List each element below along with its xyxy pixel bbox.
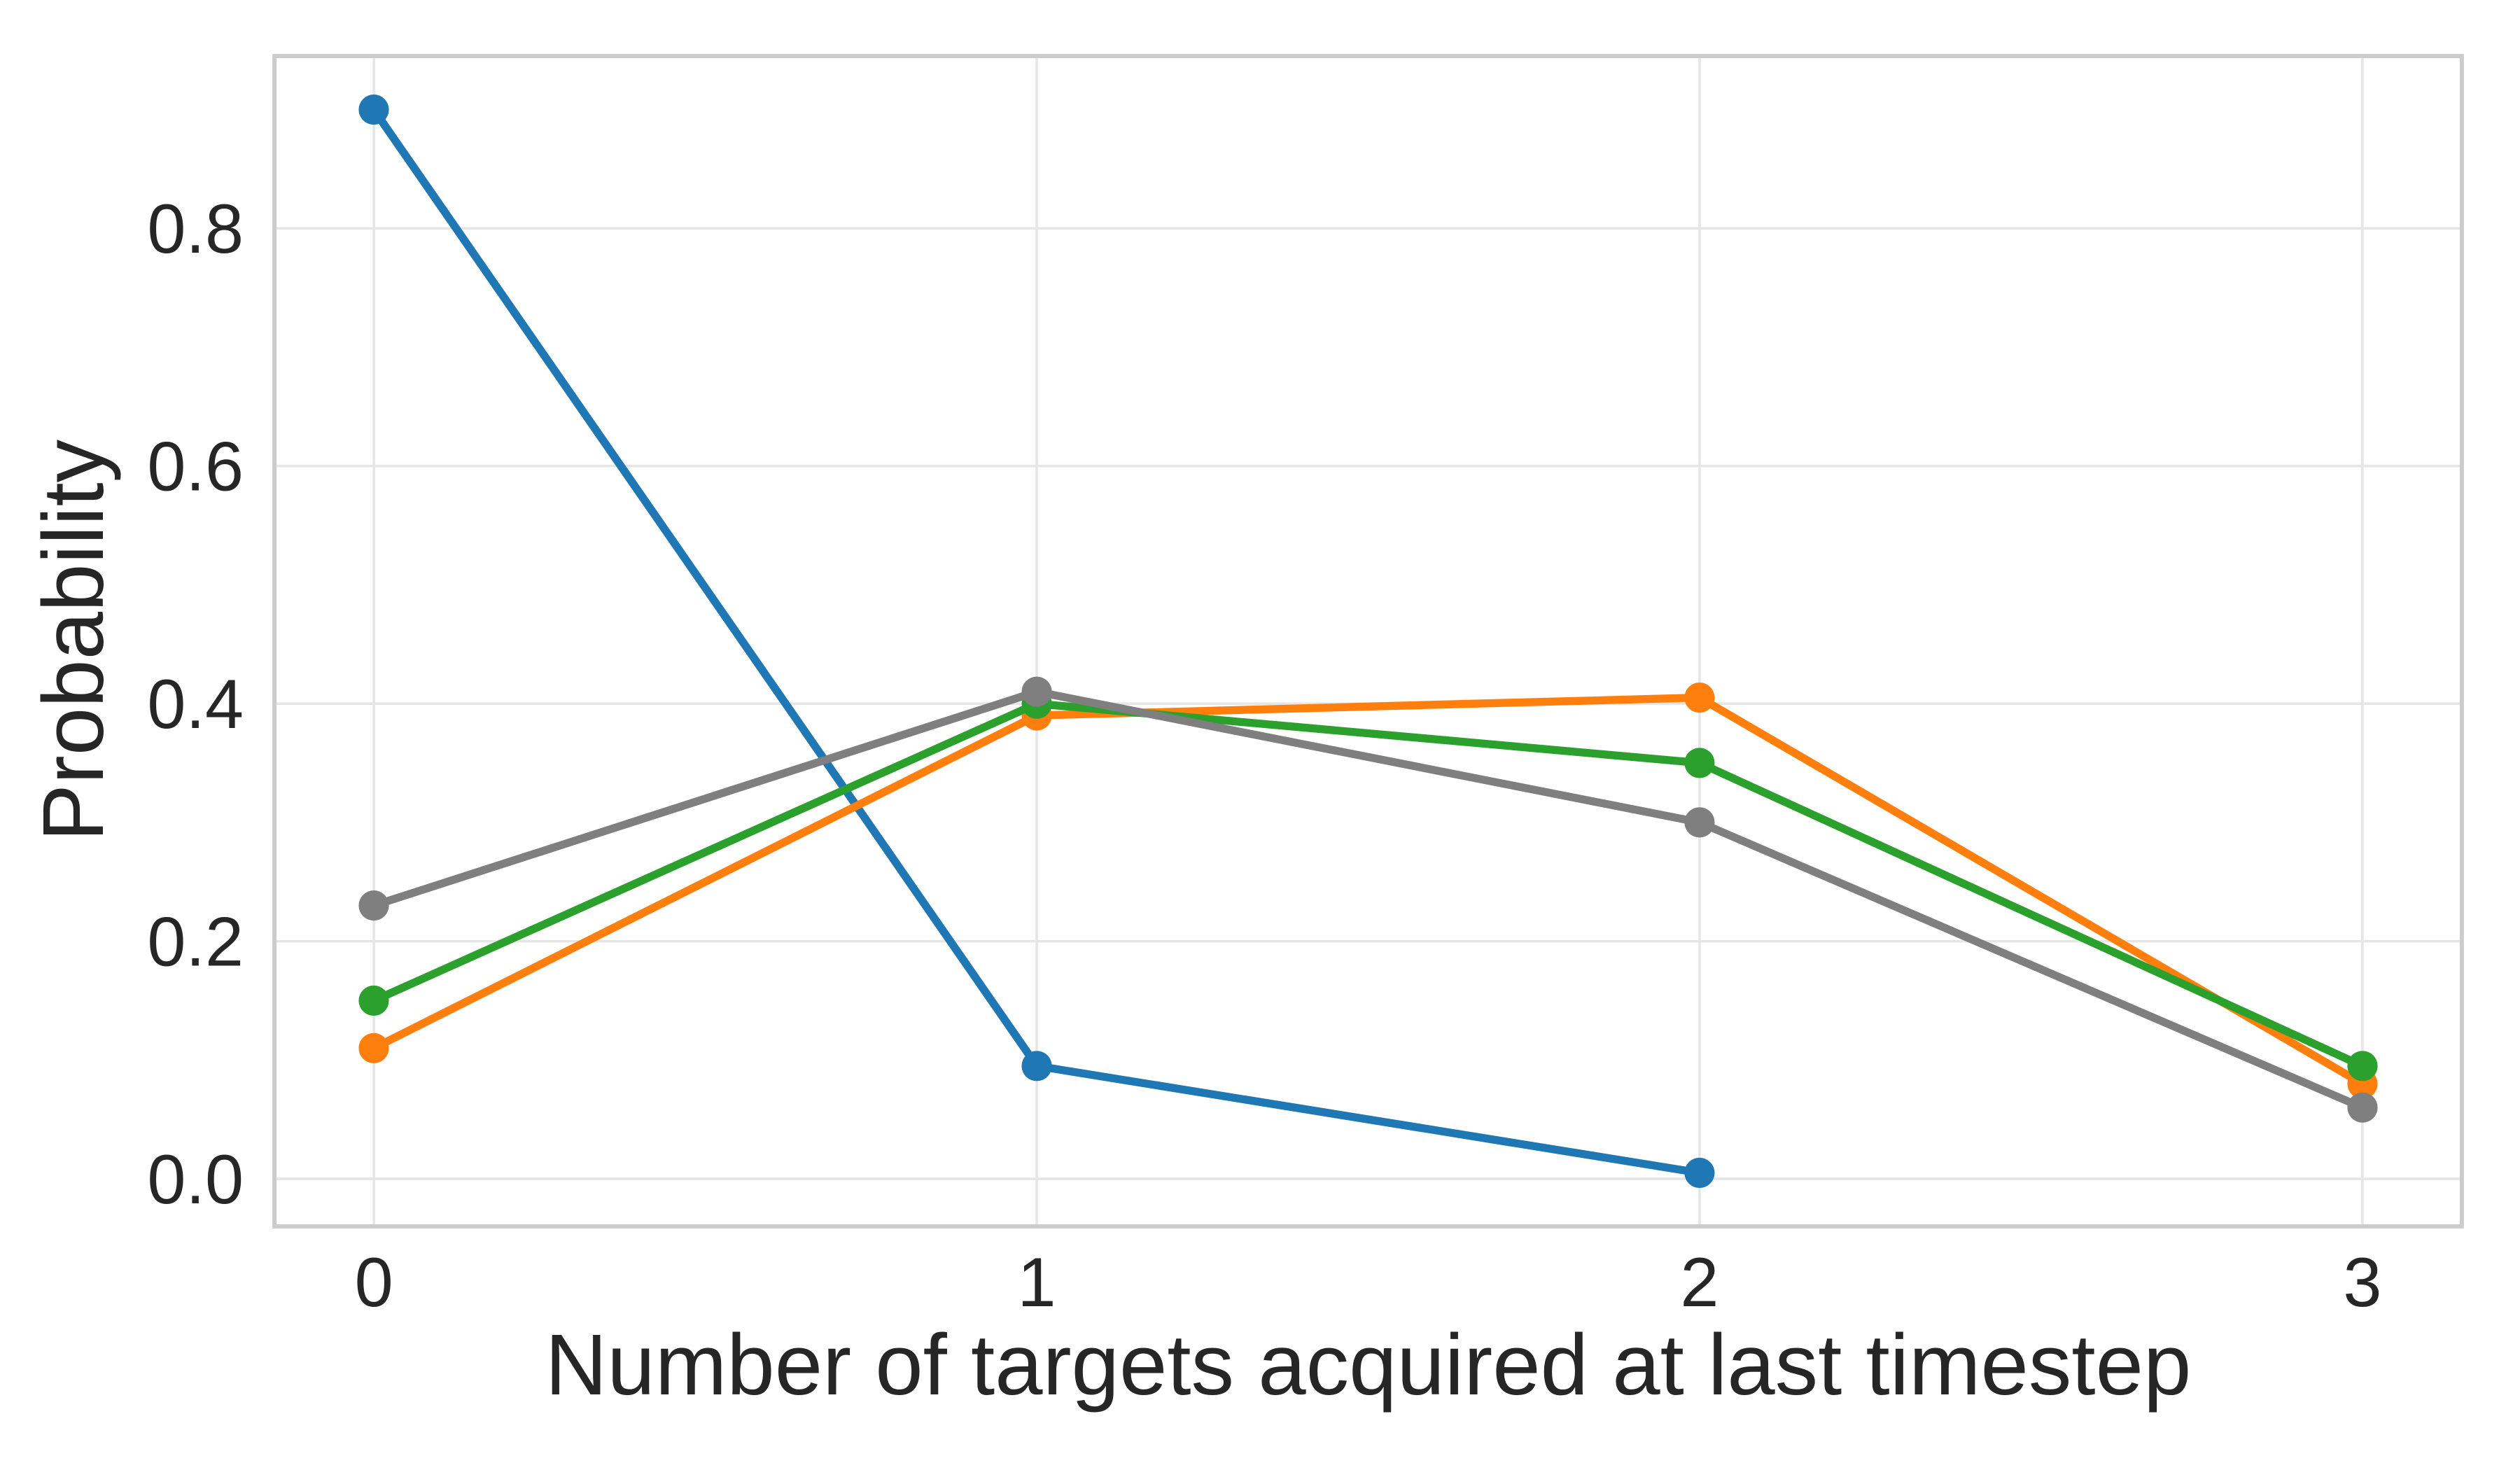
data-point-orange [358,1032,389,1063]
y-tick-label: 0.0 [147,1140,244,1218]
y-tick-label: 0.8 [147,190,244,267]
series-line-gray [372,687,2365,1112]
y-tick-label: 0.6 [147,427,244,505]
series-layer [358,94,2378,1189]
data-point-blue [1021,1051,1052,1082]
data-point-gray [1684,807,1715,838]
x-tick-label: 3 [2343,1243,2381,1321]
y-axis-label: Probability [26,439,122,841]
series-green [358,688,2378,1082]
data-point-blue [1684,1157,1715,1189]
data-point-orange [1684,682,1715,713]
data-point-green [358,985,389,1016]
x-tick-label: 1 [1018,1243,1056,1321]
data-point-green [2347,1051,2378,1082]
grid-layer [274,56,2462,1226]
series-orange [358,682,2378,1099]
y-tick-label: 0.4 [147,665,244,743]
series-line-orange [372,693,2365,1088]
data-point-gray [2347,1092,2378,1123]
series-line-green [372,699,2365,1070]
series-gray [358,676,2378,1123]
data-point-blue [358,94,389,125]
series-blue [358,94,1715,1189]
tick-layer: 0.0 0.2 0.4 0.6 0.8 0 1 2 3 [147,190,2381,1321]
plot-border [272,54,2464,1228]
y-tick-label: 0.2 [147,902,244,980]
x-tick-label: 2 [1680,1243,1718,1321]
x-axis-label: Number of targets acquired at last times… [545,1317,2192,1413]
data-point-gray [358,890,389,921]
data-point-gray [1021,676,1052,707]
data-point-green [1684,748,1715,778]
x-tick-label: 0 [355,1243,393,1321]
